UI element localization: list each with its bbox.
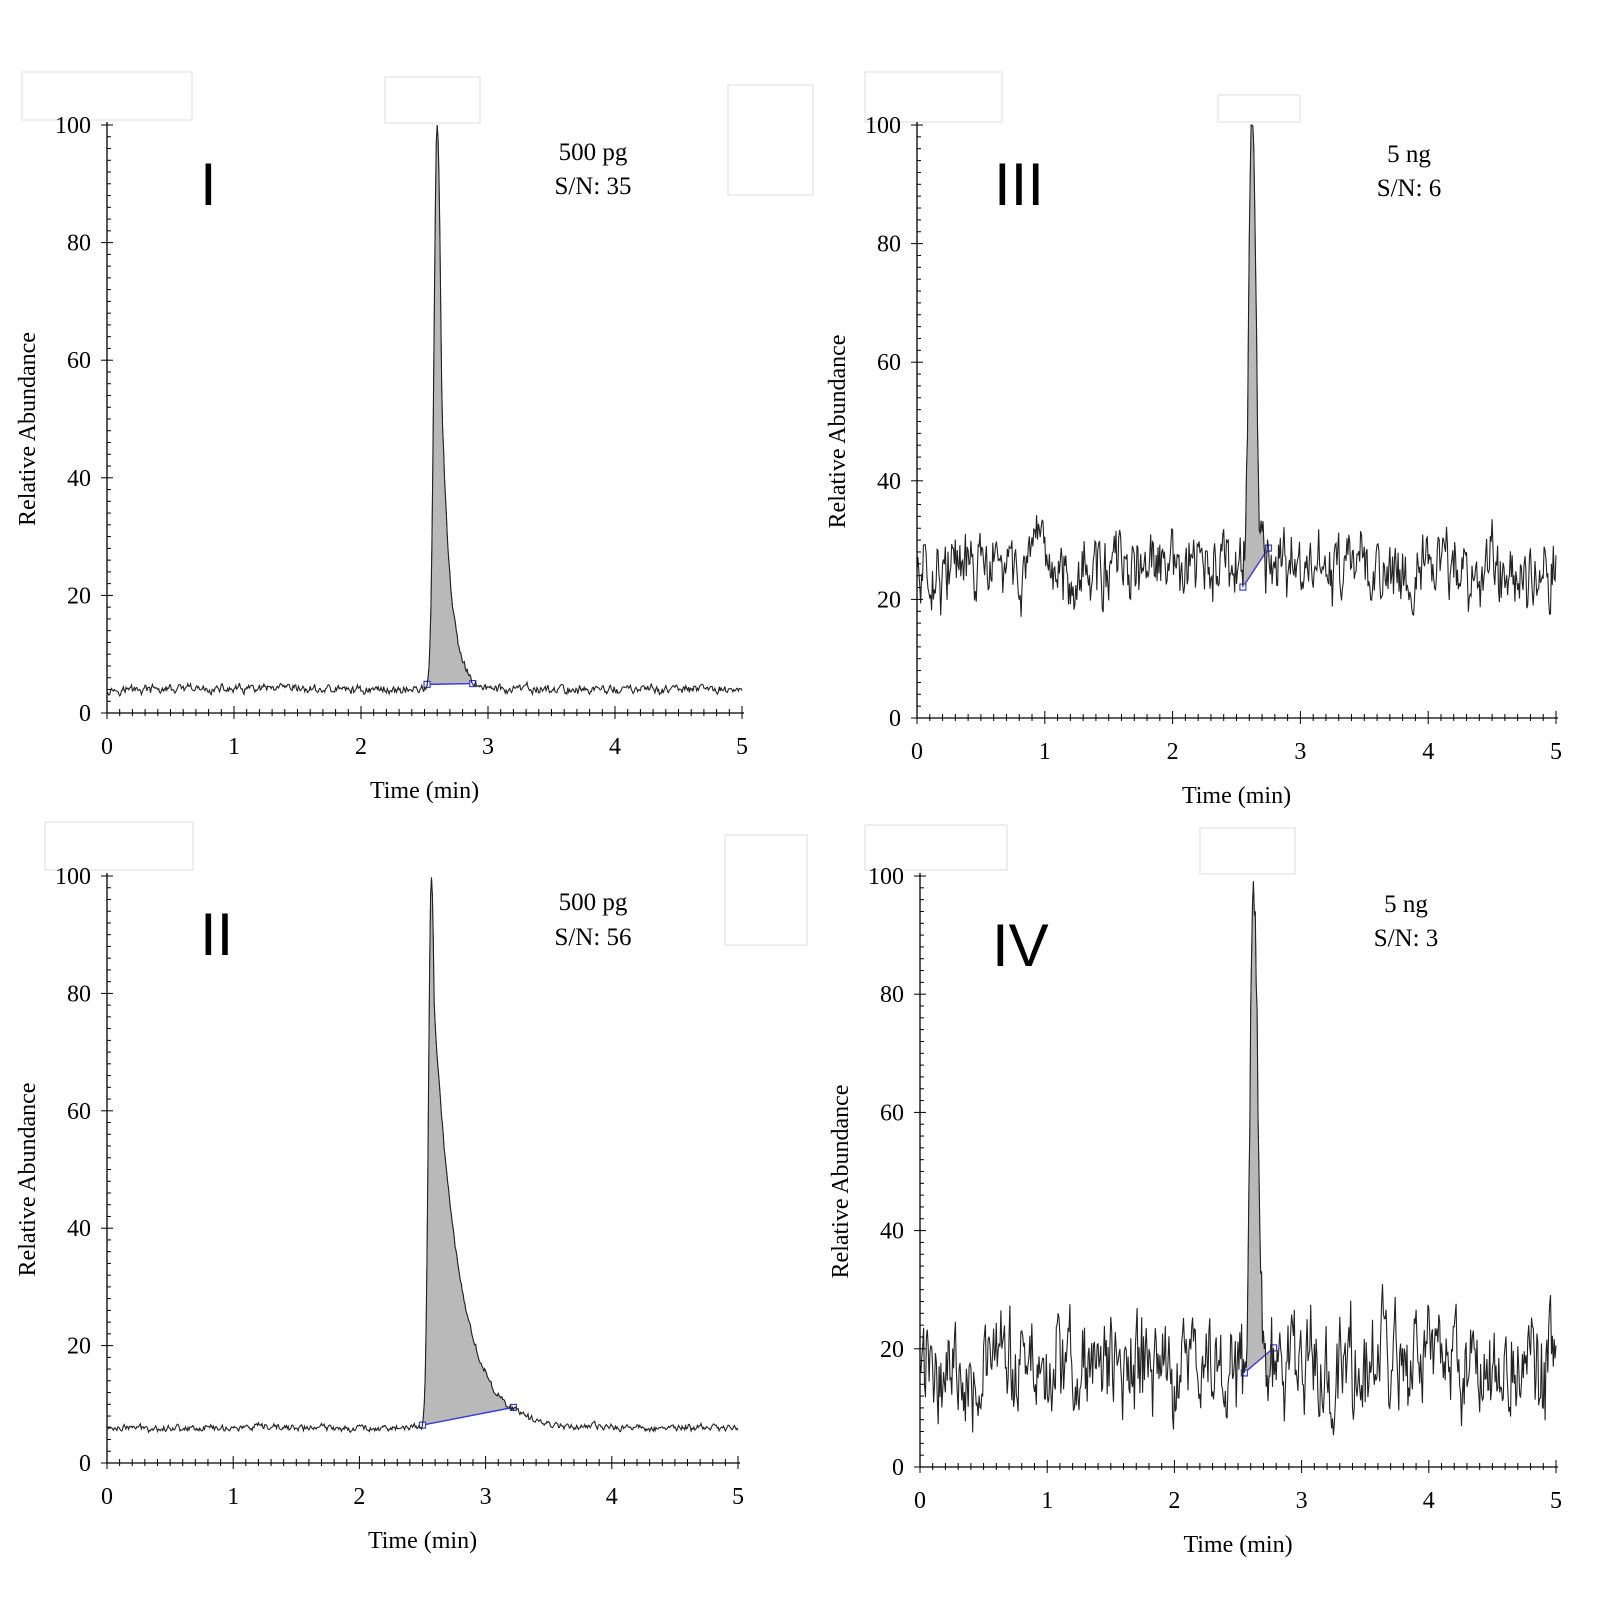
x-tick-label: 2 [355,734,367,760]
y-tick-label: 100 [55,864,91,890]
y-tick-label: 100 [55,113,91,139]
x-tick-label: 5 [732,1484,744,1510]
panel-label: IV [992,912,1049,979]
signal-to-noise-annotation: S/N: 56 [554,924,631,951]
y-tick-label: 60 [67,348,91,374]
x-axis-title: Time (min) [370,778,479,804]
integration-baseline [422,1406,514,1426]
faint-frame [44,821,194,871]
chart-panel-IV: 0 20 40 60 80 100 0 1 2 3 4 5 Time (min) Relative Abu… [828,824,1562,1558]
x-tick-label: 4 [606,1484,618,1510]
x-axis-title: Time (min) [1183,1532,1292,1558]
chart-panel-II: 0 20 40 60 80 100 0 1 2 3 4 5 Time (min) Relative Abu… [15,821,808,1554]
y-tick-label: 0 [889,706,901,732]
x-tick-label: 2 [1167,739,1179,765]
x-tick-label: 1 [228,734,240,760]
y-tick-label: 40 [877,469,901,495]
peak-area-I [426,124,474,685]
x-axis-title: Time (min) [368,1528,477,1554]
y-tick-label: 40 [67,466,91,492]
faint-frame [384,76,481,124]
x-tick-label: 2 [353,1484,365,1510]
y-tick-label: 0 [79,701,91,727]
faint-frame [864,824,1008,871]
x-tick-label: 3 [1294,739,1306,765]
faint-frame [1217,94,1301,123]
x-tick-label: 5 [1550,739,1562,765]
x-tick-label: 4 [1423,1488,1435,1514]
x-tick-label: 3 [482,734,494,760]
y-tick-label: 80 [67,981,91,1007]
chart-panel-III: 0 20 40 60 80 100 0 1 2 3 4 5 Time (min) Relative Abu… [825,71,1562,809]
y-tick-label: 0 [79,1451,91,1477]
y-tick-label: 80 [880,982,904,1008]
signal-to-noise-annotation: S/N: 35 [554,173,631,200]
y-axis-title: Relative Abundance [828,1085,854,1279]
y-axis-title: Relative Abundance [15,332,41,526]
y-tick-label: 40 [67,1216,91,1242]
y-tick-label: 60 [67,1099,91,1125]
y-tick-label: 80 [877,232,901,258]
signal-to-noise-annotation: S/N: 6 [1377,175,1442,202]
x-tick-label: 3 [480,1484,492,1510]
y-tick-label: 20 [67,1334,91,1360]
faint-frame [21,71,193,121]
y-tick-label: 100 [868,864,904,890]
y-tick-label: 20 [67,583,91,609]
y-tick-label: 60 [880,1100,904,1126]
integration-baseline [1243,1347,1275,1374]
y-axis-title: Relative Abundance [825,335,851,529]
x-tick-label: 4 [609,734,621,760]
y-tick-label: 40 [880,1219,904,1245]
chromatogram-trace-II [106,877,739,1434]
x-tick-label: 1 [1041,1488,1053,1514]
x-tick-label: 0 [914,1488,926,1514]
peak-area-II [422,877,514,1426]
signal-to-noise-annotation: S/N: 3 [1374,925,1439,952]
y-tick-label: 20 [880,1337,904,1363]
integration-baseline [427,682,473,686]
chromatogram-trace-III [916,124,1557,617]
chart-panel-I: 0 20 40 60 80 100 0 1 2 3 4 5 Time (min) Relative Abu… [15,71,814,804]
panel-label: II [200,901,233,968]
x-tick-label: 5 [1550,1488,1562,1514]
faint-frame [724,834,808,946]
y-tick-label: 60 [877,350,901,376]
x-tick-label: 3 [1296,1488,1308,1514]
panel-label: I [200,151,217,218]
chromatogram-trace-I [106,124,743,697]
panel-label: III [994,151,1044,218]
x-tick-label: 4 [1422,739,1434,765]
y-tick-label: 0 [892,1455,904,1481]
faint-frame [1199,827,1296,875]
y-axis-title: Relative Abundance [15,1083,41,1277]
peak-area-III [1242,124,1269,594]
amount-annotation: 5 ng [1384,891,1428,918]
amount-annotation: 5 ng [1387,141,1431,168]
x-tick-label: 0 [101,734,113,760]
faint-frame [727,84,814,196]
x-axis-title: Time (min) [1182,783,1291,809]
x-tick-label: 1 [227,1484,239,1510]
x-tick-label: 0 [911,739,923,765]
y-tick-label: 20 [877,587,901,613]
x-tick-label: 0 [101,1484,113,1510]
chromatogram-trace-IV [919,881,1557,1436]
faint-frame [864,71,1003,123]
x-tick-label: 2 [1168,1488,1180,1514]
x-tick-label: 1 [1039,739,1051,765]
y-tick-label: 100 [865,113,901,139]
amount-annotation: 500 pg [559,889,628,916]
amount-annotation: 500 pg [559,139,628,166]
y-tick-label: 80 [67,231,91,257]
x-tick-label: 5 [736,734,748,760]
